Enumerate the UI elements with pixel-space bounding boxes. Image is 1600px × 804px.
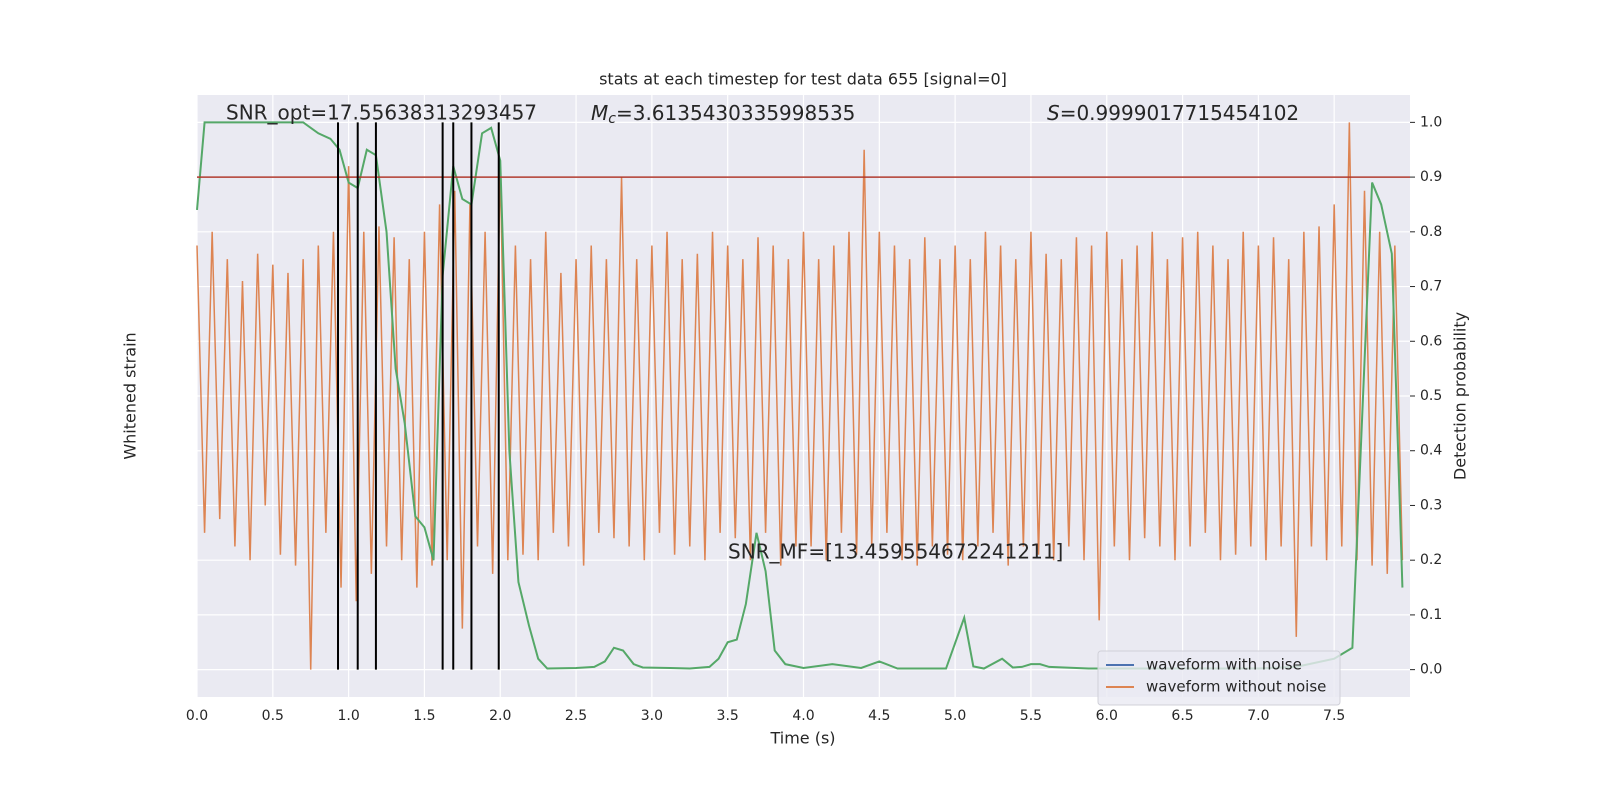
legend: waveform with noise waveform without nois… (1097, 650, 1341, 706)
annotation: SNR_opt=17.55638313293457 (226, 101, 537, 125)
x-axis-label: Time (s) (769, 729, 835, 748)
y2-tick-label: 0.6 (1420, 333, 1442, 349)
x-tick-label: 1.5 (413, 708, 435, 724)
probability-line (196, 121, 1404, 670)
overlay (197, 122, 1410, 670)
x-tick-label: 6.0 (1096, 708, 1118, 724)
y2-tick-label: 0.2 (1420, 552, 1442, 568)
y2-tick-label: 0.3 (1420, 497, 1442, 513)
annotation-symbol: M (591, 101, 608, 125)
legend-label: waveform without noise (1146, 678, 1326, 696)
legend-label: waveform with noise (1146, 656, 1302, 674)
y2-tick-label: 0.7 (1420, 279, 1442, 295)
annotation-subscript: c (608, 111, 616, 127)
x-tick-label: 7.5 (1323, 708, 1345, 724)
x-tick-label: 1.0 (337, 708, 359, 724)
x-tick-label: 5.5 (1020, 708, 1042, 724)
annotation-text: =0.9999017715454102 (1060, 101, 1299, 125)
x-tick-label: 3.5 (717, 708, 739, 724)
annotation: SNR_MF=[13.459554672241211] (728, 540, 1063, 564)
x-tick-label: 2.0 (489, 708, 511, 724)
x-tick-label: 7.0 (1247, 708, 1269, 724)
marks (196, 121, 1404, 670)
waveform-line (196, 122, 1404, 670)
y2-axis-label: Detection probability (1451, 312, 1470, 480)
chart-title: stats at each timestep for test data 655… (599, 70, 1007, 89)
x-tick-label: 4.0 (792, 708, 814, 724)
y2-tick-label: 0.8 (1420, 224, 1442, 240)
y2-tick-label: 0.1 (1420, 607, 1442, 623)
legend-box (1097, 650, 1341, 706)
annotation: S=0.9999017715454102 (1047, 101, 1299, 125)
x-tick-label: 6.5 (1171, 708, 1193, 724)
annotation-text: =3.6135430335998535 (616, 101, 855, 125)
y2-tick-label: 0.4 (1420, 443, 1442, 459)
y2-tick-label: 0.0 (1420, 662, 1442, 678)
x-tick-label: 5.0 (944, 708, 966, 724)
x-tick-label: 0.0 (186, 708, 208, 724)
x-tick-label: 0.5 (262, 708, 284, 724)
x-tick-label: 3.0 (641, 708, 663, 724)
y2-tick-label: 0.5 (1420, 388, 1442, 404)
annotation: Mc=3.6135430335998535 (591, 101, 855, 128)
y2-tick-label: 1.0 (1420, 114, 1442, 130)
annotation-symbol: S (1047, 101, 1060, 125)
y2-tick-label: 0.9 (1420, 169, 1442, 185)
x-tick-label: 4.5 (868, 708, 890, 724)
x-tick-label: 2.5 (565, 708, 587, 724)
y-axis-label: Whitened strain (121, 332, 140, 459)
